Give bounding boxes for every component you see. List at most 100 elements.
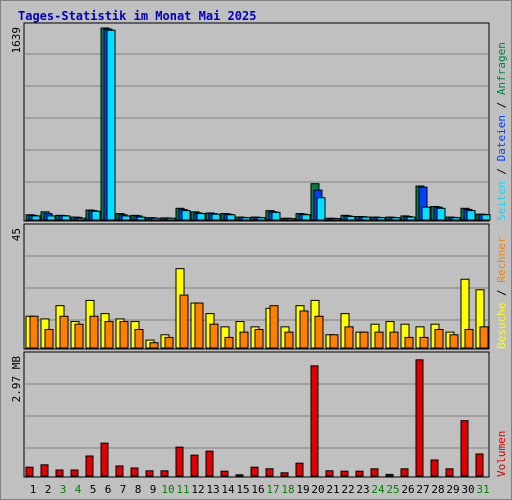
bar-volumen-day-21 <box>325 470 334 477</box>
x-tick-label-day-15: 15 <box>236 483 249 496</box>
bar-volumen-day-1 <box>25 466 34 477</box>
x-tick-label-day-10: 10 <box>161 483 174 496</box>
x-tick-label-day-3: 3 <box>60 483 67 496</box>
bar-rechner-day-13 <box>209 323 219 349</box>
x-tick-label-day-27: 27 <box>416 483 429 496</box>
x-axis-day-labels: 1 2 3 4 5 6 7 8 9 10 11 12 13 14 15 16 17 18 19 20 21 22 23 24 2… <box>30 483 490 496</box>
bar-rechner-day-2 <box>44 328 54 349</box>
bar-volumen-day-28 <box>430 459 439 477</box>
bar-rechner-day-12 <box>194 302 204 349</box>
bar-seiten-day-20 <box>316 197 326 221</box>
bar-seiten-day-26 <box>406 216 416 221</box>
bar-rechner-day-26 <box>404 336 414 349</box>
x-tick-label-day-4: 4 <box>75 483 82 496</box>
bar-volumen-day-3 <box>55 469 64 477</box>
bar-rechner-day-18 <box>284 331 294 349</box>
bar-rechner-day-28 <box>434 328 444 349</box>
legend-rechner: Rechner <box>495 236 508 283</box>
x-tick-label-day-25: 25 <box>386 483 399 496</box>
x-tick-label-day-12: 12 <box>191 483 204 496</box>
x-tick-label-day-26: 26 <box>401 483 414 496</box>
bar-volumen-day-16 <box>250 466 259 477</box>
bar-volumen-day-22 <box>340 470 349 477</box>
bar-rechner-day-6 <box>104 321 114 349</box>
bar-rechner-day-25 <box>389 331 399 349</box>
bar-rechner-day-7 <box>119 321 129 349</box>
legend-volumen: Volumen <box>495 431 508 477</box>
bar-rechner-day-31 <box>479 326 489 349</box>
bar-seiten-day-18 <box>286 218 296 221</box>
bar-marks <box>25 27 491 477</box>
x-tick-label-day-2: 2 <box>45 483 52 496</box>
bar-seiten-day-31 <box>481 214 491 221</box>
bar-volumen-day-14 <box>220 470 229 477</box>
bar-volumen-day-6 <box>100 442 109 477</box>
x-tick-label-day-21: 21 <box>326 483 339 496</box>
bar-volumen-day-23 <box>355 470 364 477</box>
bar-rechner-day-27 <box>419 336 429 349</box>
bar-volumen-day-5 <box>85 455 94 477</box>
bar-seiten-day-30 <box>466 210 476 221</box>
bar-volumen-day-11 <box>175 446 184 477</box>
bar-seiten-day-15 <box>241 217 251 221</box>
bar-volumen-day-15 <box>235 474 244 477</box>
legend-dateien: Dateien <box>495 115 508 161</box>
bar-volumen-day-17 <box>265 468 274 477</box>
bar-seiten-day-17 <box>271 211 281 221</box>
bar-seiten-day-8 <box>136 216 146 221</box>
bar-volumen-day-25 <box>385 473 394 477</box>
bar-rechner-day-22 <box>344 326 354 349</box>
bar-volumen-day-30 <box>460 420 469 477</box>
bar-rechner-day-4 <box>74 323 84 349</box>
bar-rechner-day-29 <box>449 334 459 349</box>
x-tick-label-day-16: 16 <box>251 483 264 496</box>
bottom-scale-label: 2.97 MB <box>10 356 23 403</box>
bar-volumen-day-24 <box>370 468 379 477</box>
x-tick-label-day-17: 17 <box>266 483 279 496</box>
bar-seiten-day-16 <box>256 217 266 221</box>
bar-seiten-day-19 <box>301 214 311 221</box>
legend-middle: Besuche / Rechner <box>495 236 508 349</box>
bar-seiten-day-21 <box>331 218 341 221</box>
bar-volumen-day-9 <box>145 470 154 477</box>
bar-rechner-day-23 <box>359 331 369 349</box>
middle-scale-label: 45 <box>10 228 23 241</box>
bar-seiten-day-28 <box>436 207 446 221</box>
bar-rechner-day-5 <box>89 315 99 349</box>
legend-besuche: Besuche <box>495 303 508 349</box>
bar-volumen-day-19 <box>295 462 304 477</box>
bar-volumen-day-8 <box>130 467 139 477</box>
bar-seiten-day-25 <box>391 217 401 221</box>
bar-seiten-day-6 <box>106 29 116 221</box>
bar-volumen-day-4 <box>70 469 79 477</box>
bar-volumen-day-7 <box>115 465 124 477</box>
x-tick-label-day-28: 28 <box>431 483 444 496</box>
bar-rechner-day-11 <box>179 294 189 349</box>
bar-rechner-day-20 <box>314 315 324 349</box>
x-tick-label-day-18: 18 <box>281 483 294 496</box>
bar-rechner-day-16 <box>254 328 264 349</box>
x-tick-label-day-1: 1 <box>30 483 37 496</box>
bar-seiten-day-3 <box>61 215 71 221</box>
x-tick-label-day-22: 22 <box>341 483 354 496</box>
bar-volumen-day-20 <box>310 365 319 477</box>
bar-rechner-day-17 <box>269 305 279 349</box>
bar-seiten-day-24 <box>376 217 386 221</box>
bar-rechner-day-24 <box>374 331 384 349</box>
bar-rechner-day-30 <box>464 328 474 349</box>
bar-volumen-day-12 <box>190 454 199 477</box>
bar-seiten-day-29 <box>451 217 461 221</box>
bar-rechner-day-9 <box>149 342 159 349</box>
bar-seiten-day-1 <box>31 215 41 221</box>
x-tick-label-day-9: 9 <box>150 483 157 496</box>
x-tick-label-day-7: 7 <box>120 483 127 496</box>
bar-seiten-day-13 <box>211 213 221 221</box>
legend-anfragen: Anfragen <box>495 42 508 95</box>
bar-rechner-day-15 <box>239 331 249 349</box>
bar-rechner-day-3 <box>59 315 69 349</box>
bar-volumen-day-27 <box>415 359 424 477</box>
bar-seiten-day-11 <box>181 210 191 221</box>
bar-seiten-day-7 <box>121 215 131 221</box>
x-tick-label-day-11: 11 <box>176 483 189 496</box>
x-tick-label-day-20: 20 <box>311 483 324 496</box>
